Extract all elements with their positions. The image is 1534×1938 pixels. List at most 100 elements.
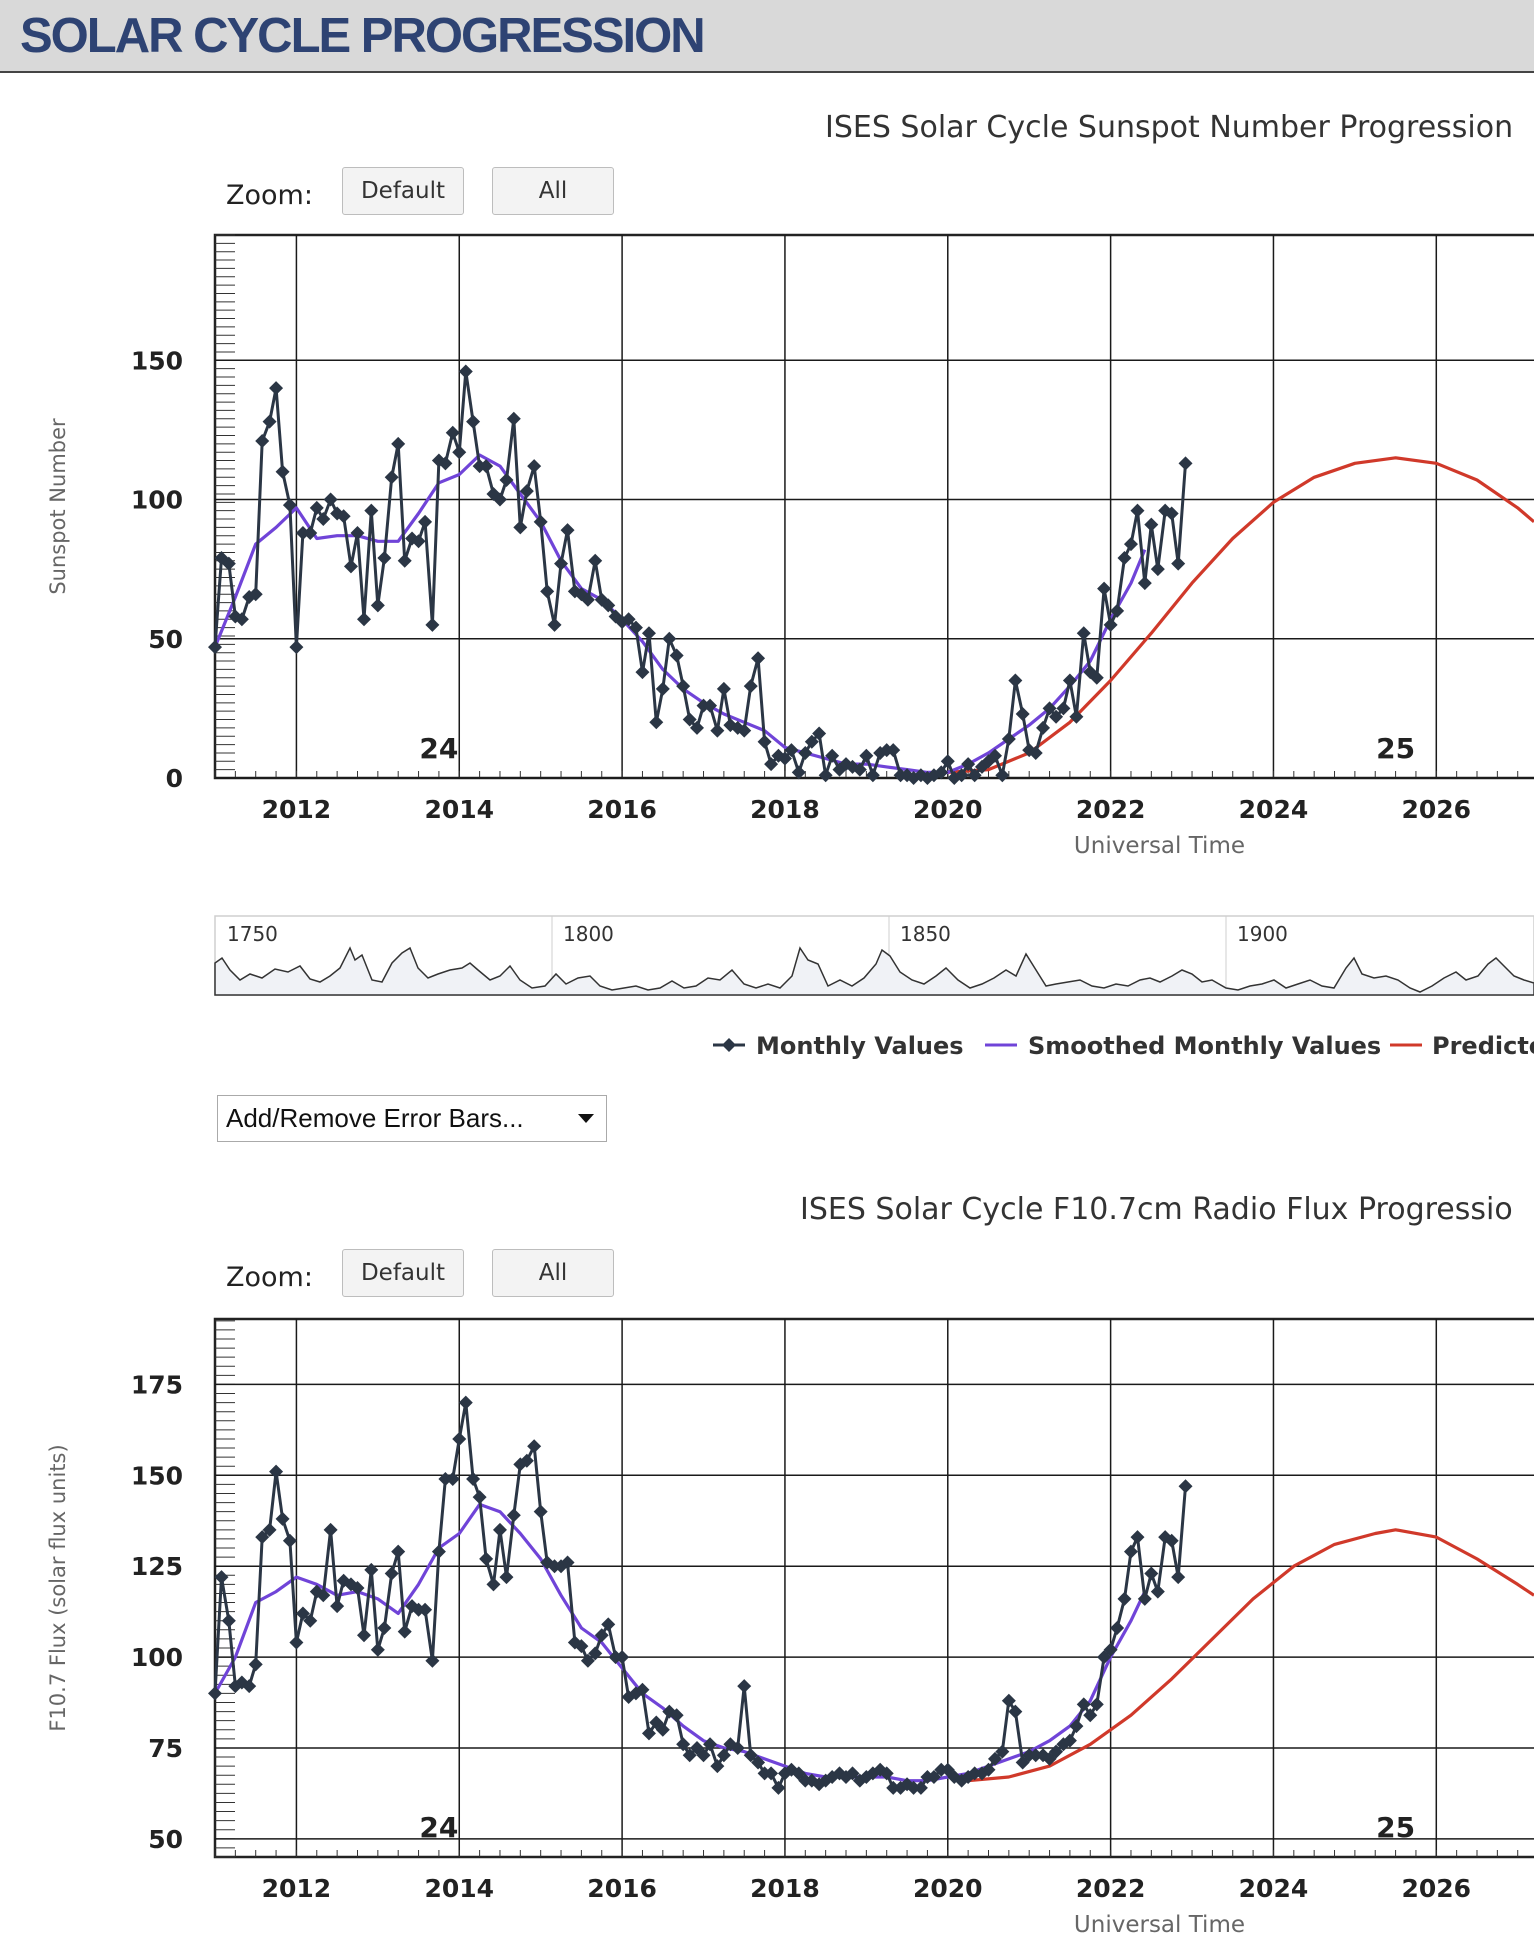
monthly-point[interactable] [988, 1751, 1003, 1766]
monthly-point[interactable] [1123, 1544, 1138, 1559]
monthly-point[interactable] [737, 723, 752, 738]
monthly-point[interactable] [906, 1780, 921, 1795]
monthly-point[interactable] [492, 492, 507, 507]
monthly-point[interactable] [893, 1780, 908, 1795]
monthly-point[interactable] [1171, 1570, 1186, 1585]
monthly-point[interactable] [506, 1508, 521, 1523]
monthly-point[interactable] [703, 698, 718, 713]
monthly-point[interactable] [208, 1686, 222, 1701]
monthly-point[interactable] [743, 679, 758, 694]
monthly-point[interactable] [791, 765, 806, 780]
monthly-point[interactable] [1110, 1620, 1125, 1635]
monthly-point[interactable] [466, 1471, 481, 1486]
monthly-point[interactable] [1130, 1530, 1145, 1545]
monthly-point[interactable] [1089, 670, 1104, 685]
monthly-point[interactable] [615, 1650, 630, 1665]
monthly-point[interactable] [472, 1490, 487, 1505]
monthly-point[interactable] [1076, 1697, 1091, 1712]
monthly-point[interactable] [492, 1522, 507, 1537]
monthly-point[interactable] [716, 681, 731, 696]
monthly-point[interactable] [696, 1748, 711, 1763]
error-bars-select[interactable]: Add/Remove Error Bars... [217, 1095, 607, 1142]
monthly-point[interactable] [513, 520, 528, 535]
monthly-point[interactable] [690, 720, 705, 735]
monthly-point[interactable] [635, 1682, 650, 1697]
monthly-point[interactable] [452, 1431, 467, 1446]
monthly-point[interactable] [289, 640, 304, 655]
monthly-point[interactable] [418, 1602, 433, 1617]
monthly-point[interactable] [519, 484, 534, 499]
monthly-point[interactable] [1049, 709, 1064, 724]
monthly-point[interactable] [682, 1748, 697, 1763]
monthly-point[interactable] [1036, 720, 1051, 735]
monthly-point[interactable] [425, 1653, 440, 1668]
monthly-point[interactable] [282, 498, 297, 513]
monthly-point[interactable] [506, 411, 521, 426]
monthly-point[interactable] [350, 525, 365, 540]
monthly-point[interactable] [527, 1439, 542, 1454]
monthly-point[interactable] [269, 1464, 284, 1479]
monthly-point[interactable] [364, 1562, 379, 1577]
monthly-point[interactable] [818, 768, 833, 783]
legend-item-monthly[interactable]: Monthly Values [713, 1032, 964, 1060]
monthly-point[interactable] [275, 464, 290, 479]
monthly-point[interactable] [560, 523, 575, 538]
monthly-point[interactable] [737, 1679, 752, 1694]
monthly-point[interactable] [452, 445, 467, 460]
monthly-point[interactable] [377, 551, 392, 566]
monthly-point[interactable] [710, 723, 725, 738]
monthly-point[interactable] [1144, 517, 1159, 532]
monthly-point[interactable] [1137, 1591, 1152, 1606]
monthly-point[interactable] [323, 492, 338, 507]
monthly-point[interactable] [1150, 562, 1165, 577]
monthly-point[interactable] [1042, 1751, 1057, 1766]
monthly-point[interactable] [466, 414, 481, 429]
sunspot-zoom-all-button[interactable]: All [492, 167, 614, 215]
monthly-point[interactable] [751, 1755, 766, 1770]
monthly-point[interactable] [852, 762, 867, 777]
monthly-point[interactable] [641, 626, 656, 641]
monthly-point[interactable] [601, 1617, 616, 1632]
monthly-point[interactable] [1117, 551, 1132, 566]
monthly-point[interactable] [1137, 576, 1152, 591]
monthly-point[interactable] [411, 534, 426, 549]
monthly-point[interactable] [865, 768, 880, 783]
monthly-point[interactable] [594, 1628, 609, 1643]
monthly-point[interactable] [255, 1530, 270, 1545]
monthly-point[interactable] [1062, 673, 1077, 688]
monthly-point[interactable] [845, 1766, 860, 1781]
monthly-point[interactable] [1056, 701, 1071, 716]
monthly-point[interactable] [967, 1766, 982, 1781]
monthly-point[interactable] [1015, 1755, 1030, 1770]
monthly-point[interactable] [1028, 1748, 1043, 1763]
monthly-point[interactable] [330, 1599, 345, 1614]
monthly-point[interactable] [560, 1555, 575, 1570]
monthly-point[interactable] [676, 679, 691, 694]
monthly-point[interactable] [350, 1581, 365, 1595]
monthly-point[interactable] [1164, 506, 1179, 521]
monthly-point[interactable] [954, 768, 969, 783]
monthly-point[interactable] [540, 584, 555, 599]
monthly-point[interactable] [934, 765, 949, 780]
monthly-point[interactable] [662, 631, 677, 646]
monthly-point[interactable] [1123, 537, 1138, 552]
flux-zoom-all-button[interactable]: All [492, 1249, 614, 1297]
monthly-point[interactable] [499, 473, 514, 488]
monthly-point[interactable] [1069, 1719, 1084, 1734]
monthly-point[interactable] [336, 509, 351, 524]
legend-item-predicted[interactable]: Predicted [1390, 1032, 1534, 1060]
monthly-point[interactable] [703, 1737, 718, 1752]
monthly-point[interactable] [1110, 603, 1125, 618]
monthly-point[interactable] [309, 500, 324, 515]
monthly-point[interactable] [601, 598, 616, 613]
monthly-point[interactable] [947, 1770, 962, 1785]
monthly-point[interactable] [221, 556, 236, 571]
monthly-point[interactable] [1083, 1708, 1098, 1723]
monthly-point[interactable] [356, 612, 371, 627]
monthly-point[interactable] [886, 743, 901, 758]
monthly-point[interactable] [961, 757, 976, 772]
monthly-point[interactable] [900, 1777, 915, 1792]
monthly-point[interactable] [397, 553, 412, 568]
monthly-point[interactable] [580, 1653, 595, 1668]
monthly-point[interactable] [370, 1642, 385, 1657]
